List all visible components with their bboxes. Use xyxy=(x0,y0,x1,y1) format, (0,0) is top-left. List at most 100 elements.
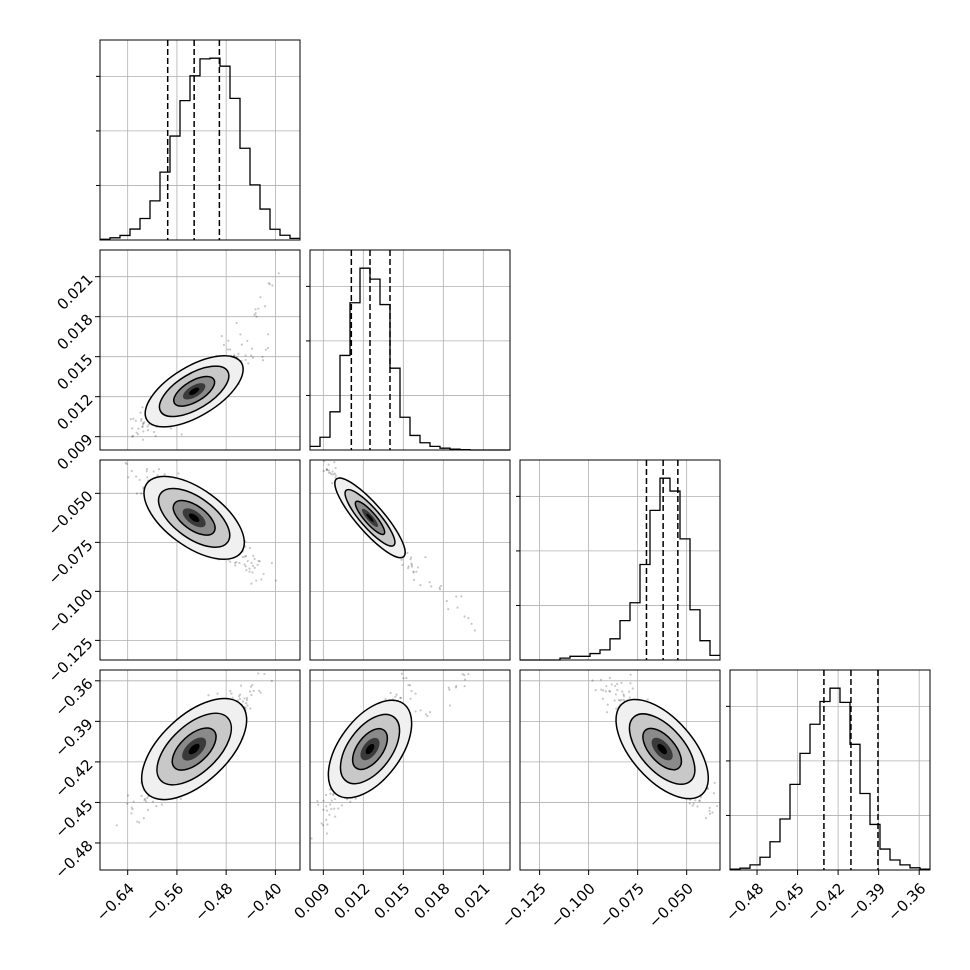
scatter-point xyxy=(250,561,253,565)
scatter-point xyxy=(124,461,127,464)
scatter-point xyxy=(241,555,244,559)
scatter-point xyxy=(135,431,138,434)
scatter-point xyxy=(708,806,711,810)
scatter-point xyxy=(400,672,404,675)
scatter-point xyxy=(156,474,159,477)
scatter-point xyxy=(614,693,618,696)
scatter-point xyxy=(602,689,605,692)
scatter-point xyxy=(238,561,241,565)
scatter-point xyxy=(261,359,265,362)
scatter-point xyxy=(254,312,257,315)
scatter-point xyxy=(410,562,413,565)
scatter-point xyxy=(325,805,328,808)
scatter-point xyxy=(440,584,443,588)
scatter-point xyxy=(438,588,442,591)
scatter-point xyxy=(332,793,335,797)
scatter-point xyxy=(699,796,703,799)
scatter-point xyxy=(138,478,141,482)
scatter-point xyxy=(402,677,405,680)
scatter-point xyxy=(414,710,417,713)
scatter-point xyxy=(155,452,157,454)
scatter-point xyxy=(416,566,420,569)
scatter-point xyxy=(610,683,613,686)
scatter-point xyxy=(245,554,248,558)
scatter-point xyxy=(131,434,135,437)
scatter-point xyxy=(605,685,608,688)
scatter-point xyxy=(233,354,236,357)
scatter-point xyxy=(244,706,247,709)
scatter-point xyxy=(467,672,470,676)
scatter-point xyxy=(410,556,413,559)
scatter-point xyxy=(257,672,260,675)
density-level-4 xyxy=(366,513,374,522)
scatter-point xyxy=(696,805,699,808)
scatter-point xyxy=(255,315,258,318)
scatter-point xyxy=(135,475,138,478)
scatter-point xyxy=(270,679,273,683)
scatter-point xyxy=(244,354,247,357)
scatter-point xyxy=(326,823,329,826)
scatter-point xyxy=(253,313,256,316)
xtick-label: −0.36 xyxy=(884,880,929,925)
scatter-point xyxy=(235,561,238,564)
scatter-point xyxy=(608,689,611,693)
xtick-label: 0.009 xyxy=(290,880,333,923)
scatter-point xyxy=(130,812,133,815)
scatter-point xyxy=(248,567,251,570)
scatter-point xyxy=(460,595,463,598)
scatter-point xyxy=(141,425,144,428)
scatter-point xyxy=(448,688,451,691)
ytick-label: −0.075 xyxy=(45,536,97,588)
scatter-point xyxy=(384,697,387,701)
scatter-point xyxy=(318,451,320,453)
scatter-point xyxy=(711,811,714,814)
scatter-point xyxy=(616,689,619,692)
xtick-label: −0.42 xyxy=(803,880,848,925)
scatter-point xyxy=(132,417,135,420)
scatter-point xyxy=(233,561,237,564)
scatter-point xyxy=(266,346,270,350)
scatter-point xyxy=(262,572,265,576)
scatter-point xyxy=(155,805,158,808)
scatter-point xyxy=(249,685,253,688)
scatter-point xyxy=(245,702,248,705)
scatter-point xyxy=(322,799,325,802)
scatter-point xyxy=(698,799,701,802)
scatter-point xyxy=(273,667,275,669)
xtick-label: −0.48 xyxy=(722,880,767,925)
ytick-label: −0.100 xyxy=(45,585,97,637)
scatter-point xyxy=(428,581,431,584)
scatter-point xyxy=(621,690,624,693)
scatter-point xyxy=(410,565,413,568)
scatter-point xyxy=(252,554,255,557)
scatter-point xyxy=(415,570,418,573)
scatter-point xyxy=(152,470,155,473)
scatter-point xyxy=(463,615,466,618)
scatter-panel-2-1 xyxy=(309,451,511,661)
scatter-point xyxy=(177,472,180,475)
scatter-point xyxy=(409,697,412,700)
scatter-point xyxy=(146,797,149,800)
scatter-point xyxy=(461,672,464,676)
scatter-contents xyxy=(124,461,277,585)
scatter-point xyxy=(157,468,161,471)
scatter-point xyxy=(332,473,335,476)
scatter-contents xyxy=(115,667,275,827)
scatter-point xyxy=(325,468,329,471)
hist-panel-0 xyxy=(96,39,301,241)
scatter-point xyxy=(333,807,336,810)
scatter-point xyxy=(261,355,264,358)
scatter-point xyxy=(406,567,410,570)
ytick-label: −0.125 xyxy=(45,634,97,686)
scatter-point xyxy=(354,797,357,800)
scatter-point xyxy=(274,579,277,582)
scatter-point xyxy=(132,800,135,803)
scatter-point xyxy=(257,559,260,563)
xtick-label: 0.015 xyxy=(370,880,413,923)
scatter-point xyxy=(136,433,140,436)
scatter-point xyxy=(142,422,145,425)
scatter-point xyxy=(606,703,609,706)
scatter-point xyxy=(334,476,337,479)
scatter-point xyxy=(334,466,337,470)
scatter-point xyxy=(141,438,145,441)
